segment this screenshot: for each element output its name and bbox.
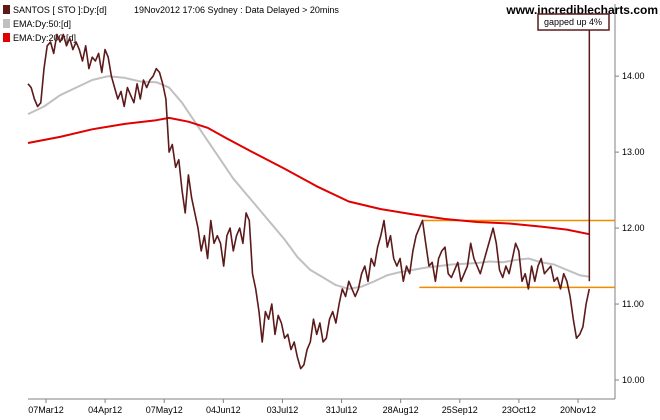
x-axis-ticks: 07Mar12 04Apr12 07May12 04Jun12 03Jul12 31Jul… (28, 399, 596, 415)
series-line-0 (27, 33, 591, 370)
y-tick-label: 10.00 (622, 375, 645, 385)
gap-annotation-layer: gapped up 4% (537, 13, 610, 282)
y-tick-label: 12.00 (622, 223, 645, 233)
x-tick-label: 23Oct12 (502, 405, 536, 415)
annotation-label: gapped up 4% (544, 17, 602, 27)
header-info: 19Nov2012 17:06 Sydney : Data Delayed > … (134, 5, 339, 15)
x-tick-label: 31Jul12 (326, 405, 358, 415)
y-tick-label: 14.00 (622, 71, 645, 81)
series-line-1 (27, 75, 590, 290)
x-tick-label: 07Mar12 (28, 405, 64, 415)
annotation-box (537, 13, 610, 31)
y-tick-label: 11.00 (622, 299, 644, 309)
x-tick-label: 04Apr12 (88, 405, 122, 415)
support-resistance-lines (419, 219, 615, 289)
x-tick-label: 04Jun12 (206, 405, 241, 415)
y-tick-label: 13.00 (622, 147, 645, 157)
series-line-2 (27, 116, 590, 236)
y-axis-ticks: 14.00 13.00 12.00 11.00 10.00 (615, 71, 645, 385)
legend: SANTOS [ STO ]:Dy:[d] 19Nov2012 17:06 Sy… (3, 5, 339, 43)
legend-label-ema200: EMA:Dy:200:[d] (13, 33, 76, 43)
x-tick-label: 20Nov12 (560, 405, 596, 415)
x-tick-label: 03Jul12 (267, 405, 299, 415)
series-layer (27, 33, 591, 370)
legend-label-santos: SANTOS [ STO ]:Dy:[d] (13, 5, 107, 15)
legend-label-ema50: EMA:Dy:50:[d] (13, 19, 71, 29)
x-tick-label: 07May12 (146, 405, 183, 415)
legend-swatch-ema200 (3, 33, 10, 42)
axes (28, 4, 616, 400)
legend-swatch-ema50 (3, 19, 10, 28)
x-tick-label: 25Sep12 (442, 405, 478, 415)
x-tick-label: 28Aug12 (383, 405, 419, 415)
legend-swatch-santos (3, 5, 10, 14)
